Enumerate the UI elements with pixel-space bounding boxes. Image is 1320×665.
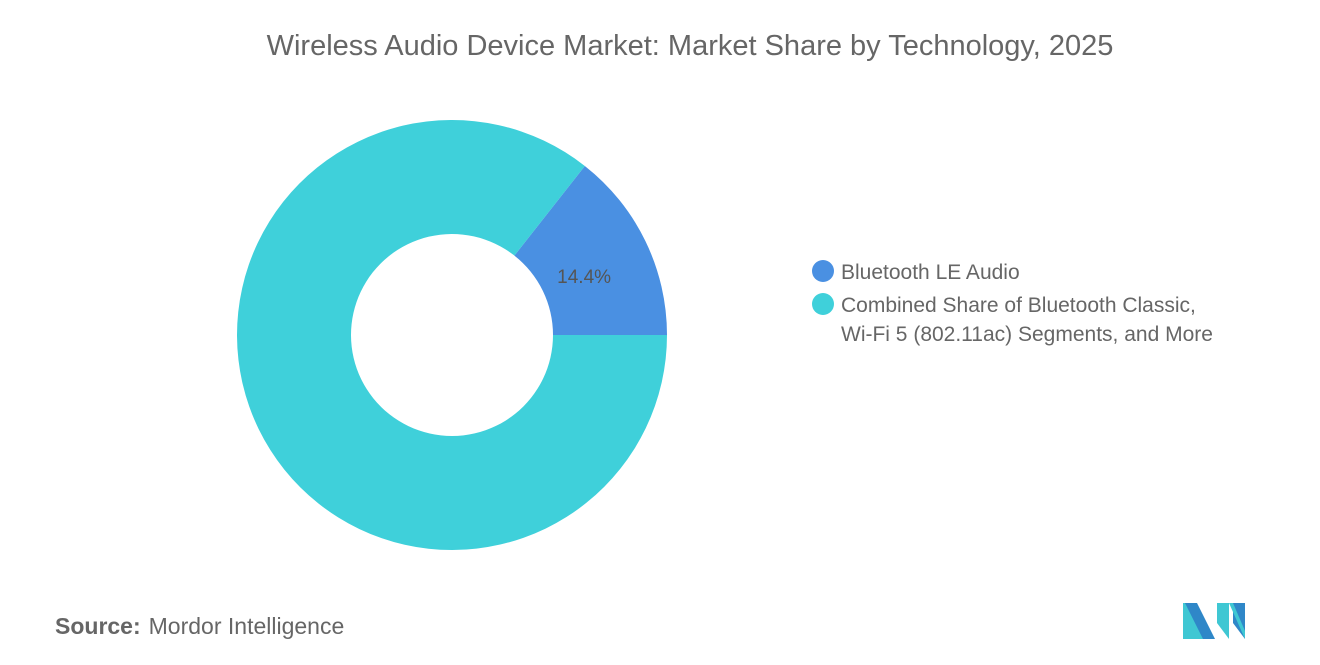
donut-slice-0[interactable] — [514, 165, 667, 335]
mordor-intelligence-logo — [1183, 603, 1245, 639]
legend-item-bluetooth-le-audio[interactable]: Bluetooth LE Audio — [812, 258, 1232, 287]
legend-item-combined-share[interactable]: Combined Share of Bluetooth Classic, Wi-… — [812, 291, 1232, 349]
slice-label: 14.4% — [557, 266, 612, 288]
source-label: Source: — [55, 613, 141, 639]
legend-label: Bluetooth LE Audio — [841, 261, 1020, 284]
legend-swatch — [812, 293, 834, 315]
donut-chart — [236, 119, 667, 550]
legend: Bluetooth LE Audio Combined Share of Blu… — [812, 258, 1232, 353]
chart-title: Wireless Audio Device Market: Market Sha… — [266, 30, 1114, 62]
legend-swatch — [812, 260, 834, 282]
source-note: Source: Mordor Intelligence — [55, 613, 344, 640]
legend-label: Combined Share of Bluetooth Classic, Wi-… — [841, 294, 1213, 346]
source-value: Mordor Intelligence — [148, 613, 345, 639]
donut-slice-1[interactable] — [236, 119, 667, 550]
